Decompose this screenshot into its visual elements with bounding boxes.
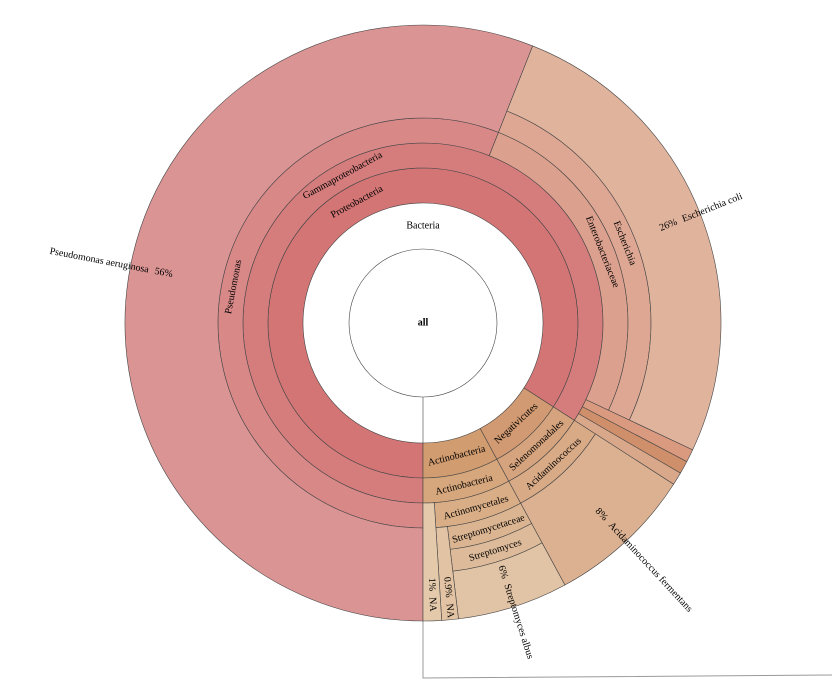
center-hole bbox=[348, 248, 498, 398]
node-label: Bacteria bbox=[406, 220, 440, 231]
leaf-name: Acidaminococcus fermentans bbox=[606, 520, 695, 614]
root-label: all bbox=[418, 317, 429, 328]
leaf-label: 0.9% NA bbox=[441, 576, 456, 619]
leaf-name: NA bbox=[443, 603, 455, 619]
leaf-percent: 1% bbox=[426, 578, 437, 592]
leaf-percent: 0.9% bbox=[441, 576, 454, 598]
detail-frame bbox=[422, 620, 832, 679]
leaf-wedge bbox=[422, 502, 443, 622]
leaf-wedge bbox=[124, 24, 534, 622]
leaf-name: NA bbox=[426, 597, 437, 613]
leaf-label: 1% NA bbox=[426, 578, 438, 613]
leaf-percent: 6% bbox=[495, 564, 510, 580]
leaf-percent: 56% bbox=[154, 266, 174, 280]
leaf-wedge bbox=[506, 45, 722, 451]
